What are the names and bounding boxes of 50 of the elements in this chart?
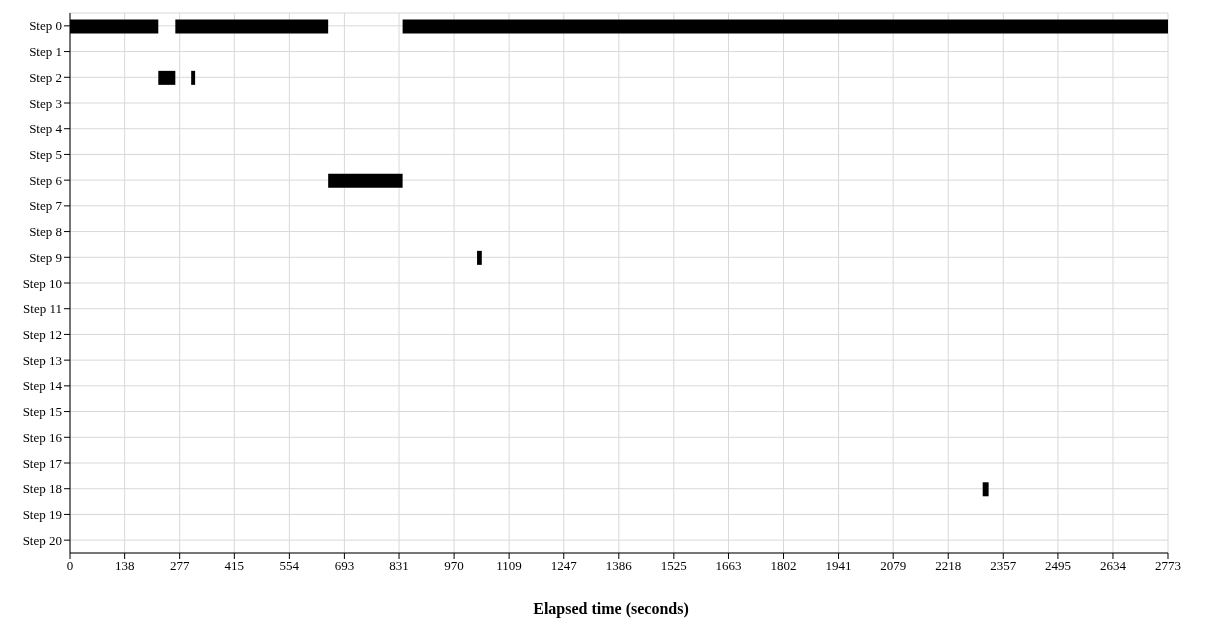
y-tick-label: Step 9: [29, 249, 62, 265]
x-tick-label: 138: [114, 558, 135, 574]
y-tick-label: Step 2: [29, 69, 62, 85]
x-tick-label: 970: [444, 558, 464, 574]
x-tick-label: 1525: [660, 558, 687, 574]
y-tick-label: Step 6: [29, 172, 63, 188]
x-tick-label: 1109: [496, 558, 522, 574]
x-tick-label: 2773: [1155, 558, 1181, 574]
x-tick-label: 1802: [770, 558, 797, 574]
x-tick-label: 831: [389, 558, 409, 574]
x-tick-label: 554: [279, 558, 300, 574]
y-tick-label: Step 12: [22, 327, 62, 343]
x-tick-label: 2218: [935, 558, 962, 574]
y-tick-label: Step 20: [22, 532, 62, 548]
y-tick-label: Step 14: [22, 378, 63, 394]
y-tick-label: Step 13: [22, 352, 62, 368]
bar: [191, 70, 196, 85]
x-tick-label: 1386: [605, 558, 633, 574]
y-tick-label: Step 10: [22, 275, 62, 291]
y-tick-label: Step 7: [29, 198, 63, 214]
x-tick-label: 1941: [825, 558, 852, 574]
x-tick-label: 2495: [1044, 558, 1071, 574]
y-tick-label: Step 5: [29, 147, 62, 163]
y-tick-label: Step 19: [22, 507, 62, 523]
bar: [328, 173, 403, 188]
x-tick-label: 2357: [990, 558, 1017, 574]
x-tick-label: 1663: [715, 558, 742, 574]
y-tick-label: Step 18: [22, 481, 62, 497]
y-tick-label: Step 16: [22, 429, 63, 445]
x-tick-label: 415: [224, 558, 245, 574]
bar: [402, 19, 1168, 34]
bar: [158, 70, 176, 85]
y-tick-label: Step 11: [23, 301, 62, 317]
x-tick-label: 2079: [880, 558, 907, 574]
bar: [175, 19, 329, 34]
x-tick-label: 2634: [1099, 558, 1127, 574]
y-tick-label: Step 8: [29, 224, 62, 240]
x-tick-label: 0: [66, 558, 74, 574]
y-tick-label: Step 15: [22, 404, 62, 420]
y-tick-label: Step 17: [22, 455, 63, 471]
x-tick-label: 1247: [550, 558, 578, 574]
bar: [477, 250, 482, 265]
x-axis-title: Elapsed time (seconds): [532, 600, 690, 618]
x-tick-label: 277: [169, 558, 190, 574]
y-tick-label: Step 0: [29, 18, 62, 34]
bar: [982, 482, 989, 497]
x-tick-label: 693: [334, 558, 355, 574]
y-tick-label: Step 1: [29, 44, 62, 60]
y-tick-label: Step 4: [29, 121, 63, 137]
y-tick-label: Step 3: [29, 95, 62, 111]
